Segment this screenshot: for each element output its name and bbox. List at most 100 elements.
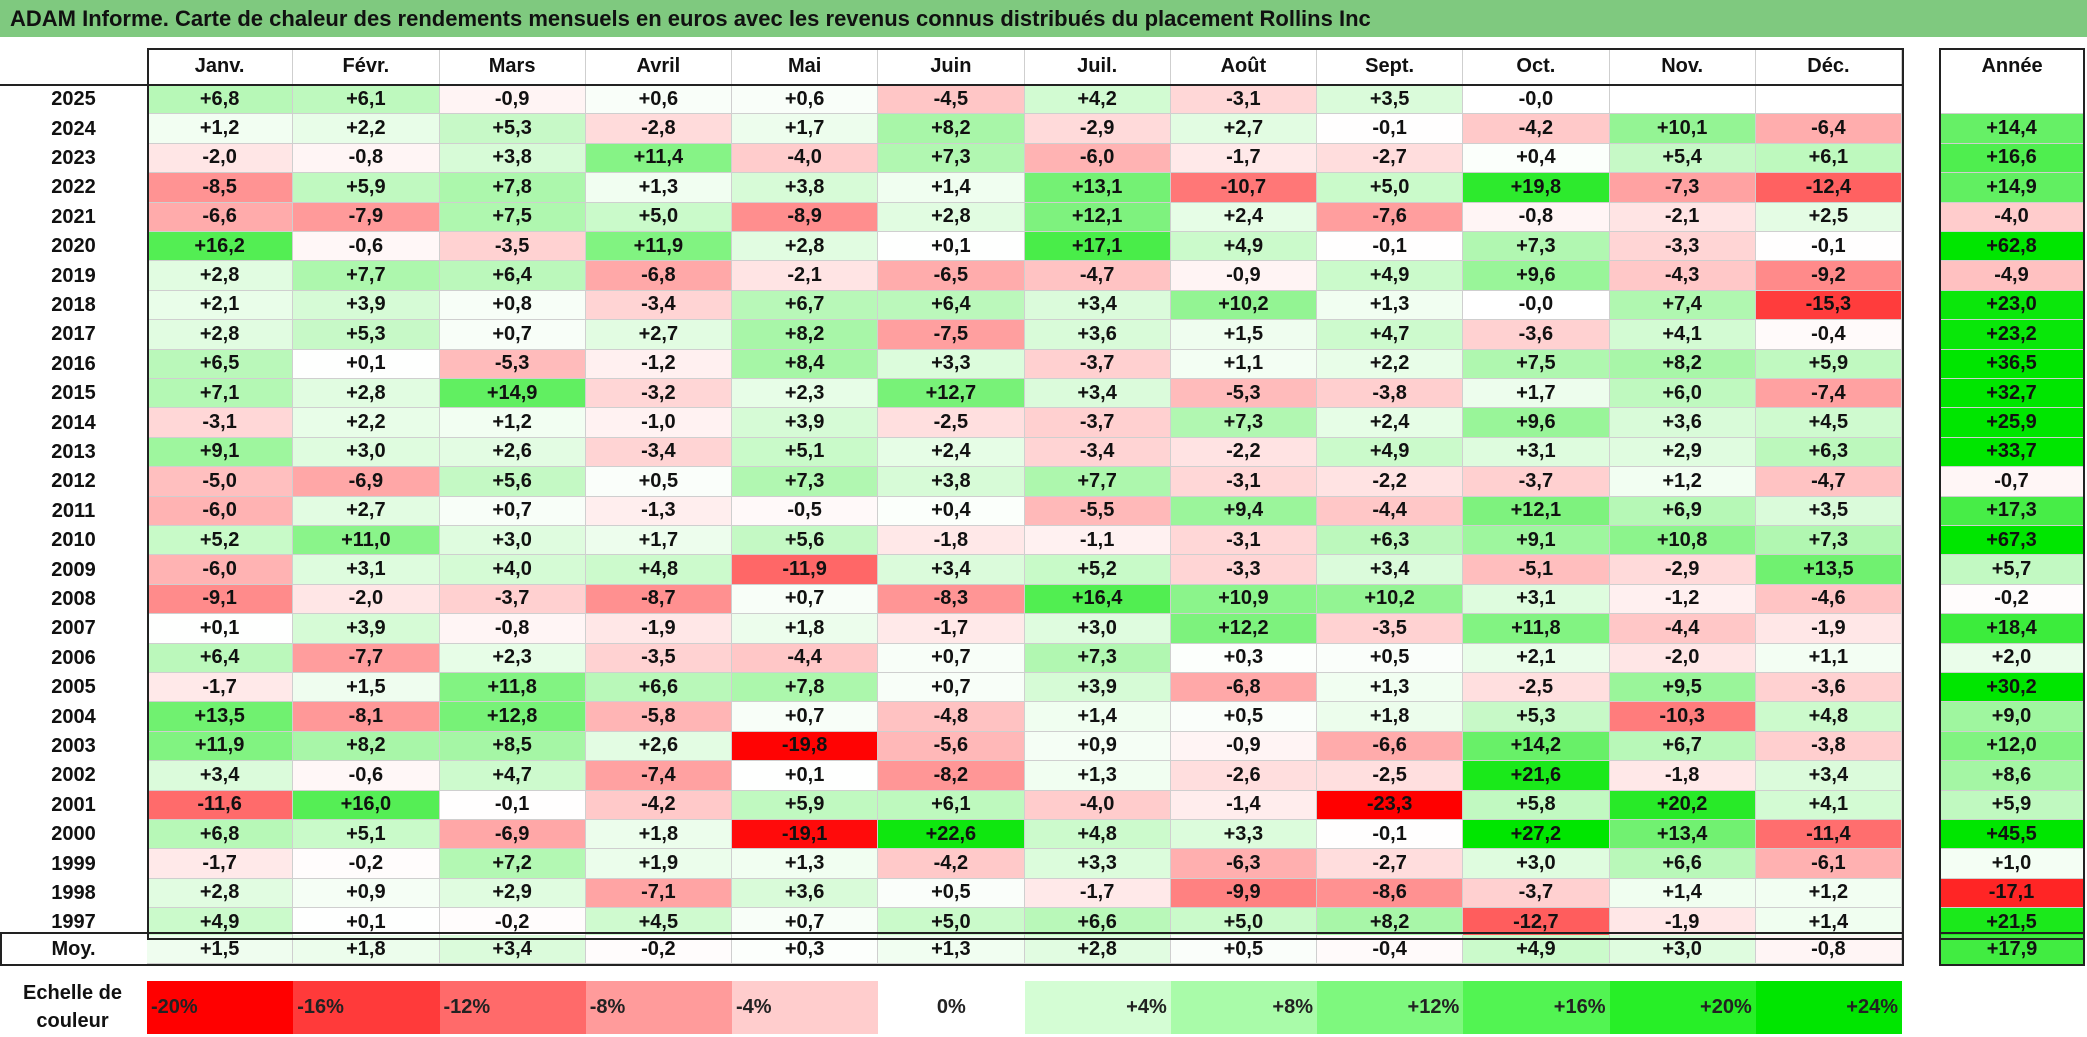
heatmap-cell: -7,4 (585, 761, 732, 791)
heatmap-cell: -8,1 (293, 702, 440, 732)
heatmap-cell: -6,1 (1755, 849, 1902, 879)
heatmap-cell: +2,8 (293, 379, 440, 409)
heatmap-cell: -3,5 (439, 232, 586, 262)
year-label: 1999 (51, 852, 96, 875)
heatmap-cell: -3,5 (585, 643, 732, 673)
year-label: 2004 (51, 705, 96, 728)
heatmap-cell: +1,4 (878, 173, 1025, 203)
heatmap-cell: -0,0 (1463, 85, 1610, 115)
heatmap-cell: +0,4 (1463, 143, 1610, 174)
heatmap-cell: -5,0 (147, 467, 294, 497)
heatmap-cell: +8,2 (878, 114, 1025, 144)
legend-swatch: +8% (1170, 981, 1317, 1034)
heatmap-cell: -3,2 (585, 379, 732, 409)
year-label: 2016 (51, 352, 96, 375)
legend-swatch: +24% (1755, 981, 1902, 1034)
heatmap-cell: -6,6 (1317, 731, 1464, 762)
heatmap-cell: -4,8 (878, 702, 1025, 732)
heatmap-cell: -0,1 (1755, 232, 1902, 262)
heatmap-cell: +10,9 (1170, 584, 1317, 615)
heatmap-cell: -7,3 (1609, 173, 1756, 203)
heatmap-cell: +12,7 (878, 379, 1025, 409)
heatmap-cell: +0,1 (293, 908, 440, 938)
heatmap-cell: +0,7 (732, 908, 879, 938)
heatmap-cell: +1,1 (1755, 643, 1902, 673)
heatmap-cell: +4,7 (1317, 320, 1464, 350)
heatmap-cell: -6,6 (147, 202, 294, 232)
heatmap-cell: +2,6 (439, 437, 586, 468)
heatmap-cell: +1,8 (732, 614, 879, 644)
avg-cell: +1,8 (293, 935, 440, 964)
heatmap-cell: +17,1 (1024, 232, 1171, 262)
heatmap-cell: +5,1 (732, 437, 879, 468)
avg-annual-cell: +17,9 (1939, 935, 2085, 964)
heatmap-cell: -11,9 (732, 555, 879, 585)
heatmap-cell: +6,6 (1609, 849, 1756, 879)
heatmap-cell: -3,8 (1317, 379, 1464, 409)
heatmap-cell: +8,4 (732, 349, 879, 379)
heatmap-cell: -7,4 (1755, 379, 1902, 409)
heatmap-cell: -4,5 (878, 85, 1025, 115)
heatmap-cell: +3,0 (1024, 614, 1171, 644)
heatmap-cell: +0,1 (732, 761, 879, 791)
heatmap-cell: +3,8 (732, 173, 879, 203)
heatmap-cell: +4,0 (439, 555, 586, 585)
month-header: Sept. (1317, 48, 1464, 85)
heatmap-cell: -2,0 (147, 143, 294, 174)
year-label: 2023 (51, 146, 96, 169)
heatmap-cell: +0,7 (732, 702, 879, 732)
heatmap-cell: +0,9 (293, 878, 440, 909)
annual-cell: +36,5 (1939, 349, 2085, 379)
heatmap-cell: +2,4 (1170, 202, 1317, 232)
heatmap-cell: +2,4 (1317, 408, 1464, 438)
heatmap-cell: +7,1 (147, 379, 294, 409)
heatmap-cell: +11,8 (1463, 614, 1610, 644)
heatmap-cell: +5,3 (1463, 702, 1610, 732)
legend-swatch: -12% (439, 981, 586, 1034)
heatmap-cell: +7,3 (1755, 526, 1902, 556)
avg-label: Moy. (51, 938, 96, 960)
heatmap-cell: -1,3 (585, 496, 732, 526)
heatmap-cell: +3,3 (1024, 849, 1171, 879)
heatmap-cell: +3,9 (732, 408, 879, 438)
heatmap-cell: +1,8 (1317, 702, 1464, 732)
heatmap-cell: -2,5 (878, 408, 1025, 438)
heatmap-cell: +2,9 (439, 878, 586, 909)
heatmap-cell: -6,8 (1170, 673, 1317, 703)
heatmap-cell: +3,8 (439, 143, 586, 174)
heatmap-cell: +12,2 (1170, 614, 1317, 644)
heatmap-cell: -11,4 (1755, 820, 1902, 850)
heatmap-cell: +7,3 (1024, 643, 1171, 673)
heatmap-cell: +4,8 (1024, 820, 1171, 850)
heatmap-cell: -6,3 (1170, 849, 1317, 879)
heatmap-cell: -1,4 (1170, 790, 1317, 820)
legend-label: Echelle de couleur (23, 982, 122, 1032)
month-header: Août (1170, 48, 1317, 85)
month-header: Juin (878, 48, 1025, 85)
heatmap-cell: -8,2 (878, 761, 1025, 791)
heatmap-cell: -7,1 (585, 878, 732, 909)
heatmap-cell: +6,1 (293, 85, 440, 115)
avg-cell: -0,8 (1755, 935, 1902, 964)
heatmap-cell: -4,4 (1317, 496, 1464, 526)
heatmap-cell: +0,5 (1317, 643, 1464, 673)
avg-cell: -0,2 (585, 935, 732, 964)
year-label: 2008 (51, 587, 96, 610)
heatmap-cell: +1,3 (1317, 290, 1464, 321)
heatmap-cell: +11,0 (293, 526, 440, 556)
heatmap-cell: +4,8 (585, 555, 732, 585)
legend-swatch: +20% (1609, 981, 1756, 1034)
annual-cell: +1,0 (1939, 849, 2085, 879)
heatmap-cell: +21,6 (1463, 761, 1610, 791)
heatmap-cell: +19,8 (1463, 173, 1610, 203)
heatmap-cell: -0,2 (293, 849, 440, 879)
heatmap-cell: -6,0 (147, 555, 294, 585)
heatmap-cell: -12,4 (1755, 173, 1902, 203)
heatmap-cell: -6,0 (147, 496, 294, 526)
heatmap-cell (1755, 85, 1902, 115)
heatmap-cell: +6,6 (585, 673, 732, 703)
annual-cell: -0,7 (1939, 467, 2085, 497)
heatmap-cell: +5,8 (1463, 790, 1610, 820)
heatmap-cell: -1,9 (1609, 908, 1756, 938)
heatmap-cell: +7,3 (878, 143, 1025, 174)
